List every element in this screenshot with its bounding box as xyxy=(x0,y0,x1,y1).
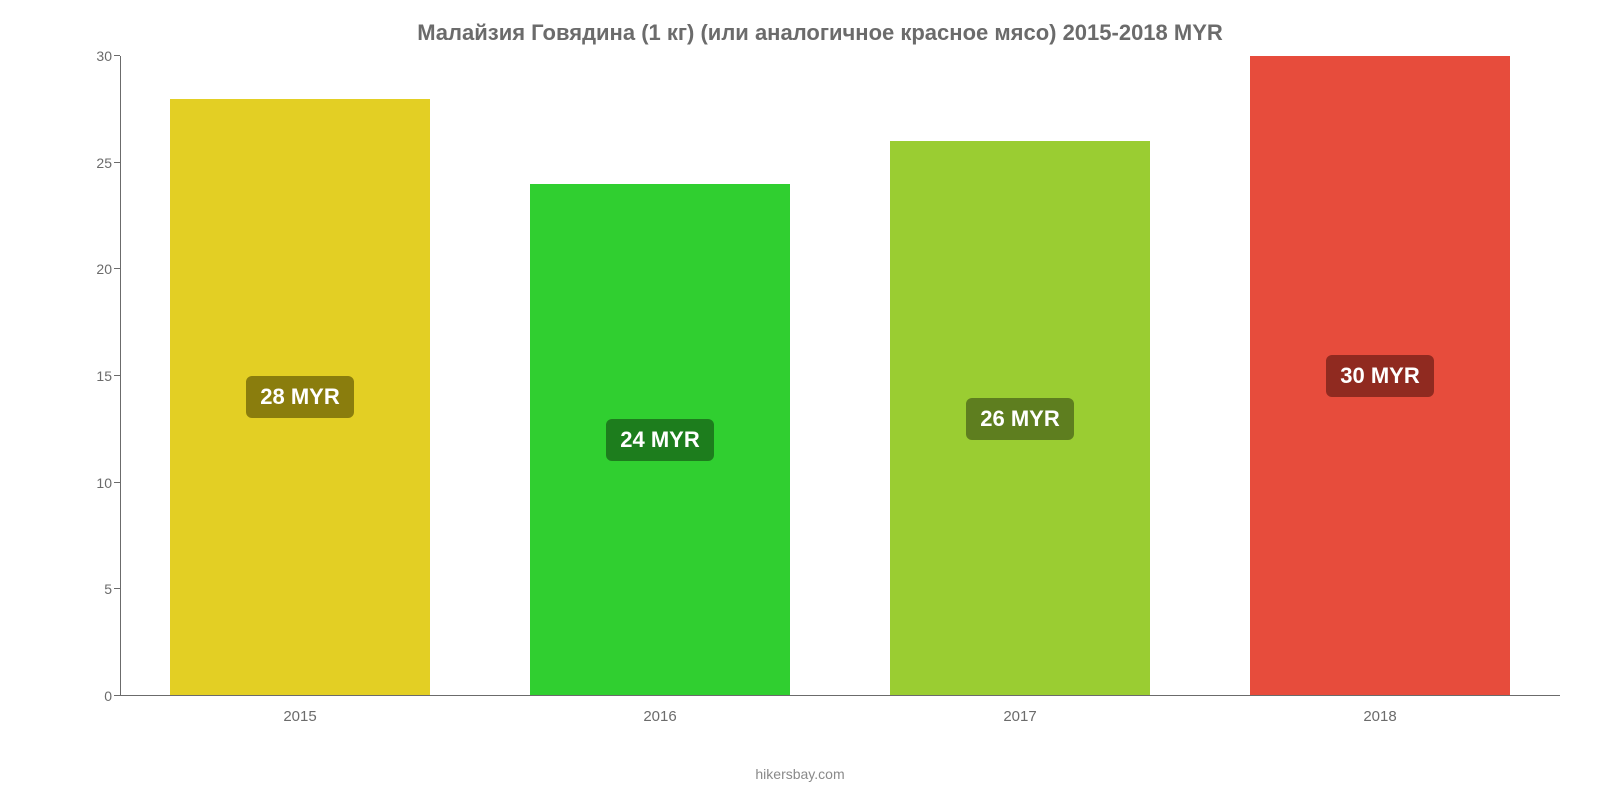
bars-container: 28 MYR 24 MYR 26 MYR 30 MYR xyxy=(120,56,1560,696)
bar-slot: 26 MYR xyxy=(840,56,1200,696)
y-axis: 051015202530 xyxy=(80,56,120,696)
y-tick-label: 0 xyxy=(72,688,112,704)
y-tick-mark xyxy=(114,268,120,269)
bar: 24 MYR xyxy=(530,184,789,696)
y-tick-mark xyxy=(114,482,120,483)
bar-slot: 24 MYR xyxy=(480,56,840,696)
y-tick-label: 5 xyxy=(72,581,112,597)
x-axis-line xyxy=(120,695,1560,696)
y-tick-label: 30 xyxy=(72,48,112,64)
bar: 26 MYR xyxy=(890,141,1149,696)
bar-value-label: 28 MYR xyxy=(246,376,353,418)
bar: 30 MYR xyxy=(1250,56,1509,696)
y-tick-label: 15 xyxy=(72,368,112,384)
x-axis-labels: 2015201620172018 xyxy=(120,708,1560,725)
x-tick-label: 2018 xyxy=(1200,708,1560,725)
y-tick-label: 25 xyxy=(72,155,112,171)
x-tick-label: 2015 xyxy=(120,708,480,725)
bar-slot: 28 MYR xyxy=(120,56,480,696)
bar: 28 MYR xyxy=(170,99,429,696)
plot-area: 28 MYR 24 MYR 26 MYR 30 MYR xyxy=(120,56,1560,696)
bar-value-label: 30 MYR xyxy=(1326,355,1433,397)
bar-chart: Малайзия Говядина (1 кг) (или аналогично… xyxy=(0,0,1600,800)
y-tick-label: 10 xyxy=(72,475,112,491)
y-tick-mark xyxy=(114,162,120,163)
y-tick-mark xyxy=(114,588,120,589)
y-tick-mark xyxy=(114,375,120,376)
bar-value-label: 24 MYR xyxy=(606,419,713,461)
y-tick-label: 20 xyxy=(72,261,112,277)
bar-slot: 30 MYR xyxy=(1200,56,1560,696)
source-attribution: hikersbay.com xyxy=(0,766,1600,782)
bar-value-label: 26 MYR xyxy=(966,398,1073,440)
x-tick-label: 2017 xyxy=(840,708,1200,725)
chart-title: Малайзия Говядина (1 кг) (или аналогично… xyxy=(80,20,1560,46)
plot-area-container: 051015202530 28 MYR24 MYR26 MYR30 MYR 20… xyxy=(80,56,1560,696)
x-tick-label: 2016 xyxy=(480,708,840,725)
y-tick-mark xyxy=(114,55,120,56)
